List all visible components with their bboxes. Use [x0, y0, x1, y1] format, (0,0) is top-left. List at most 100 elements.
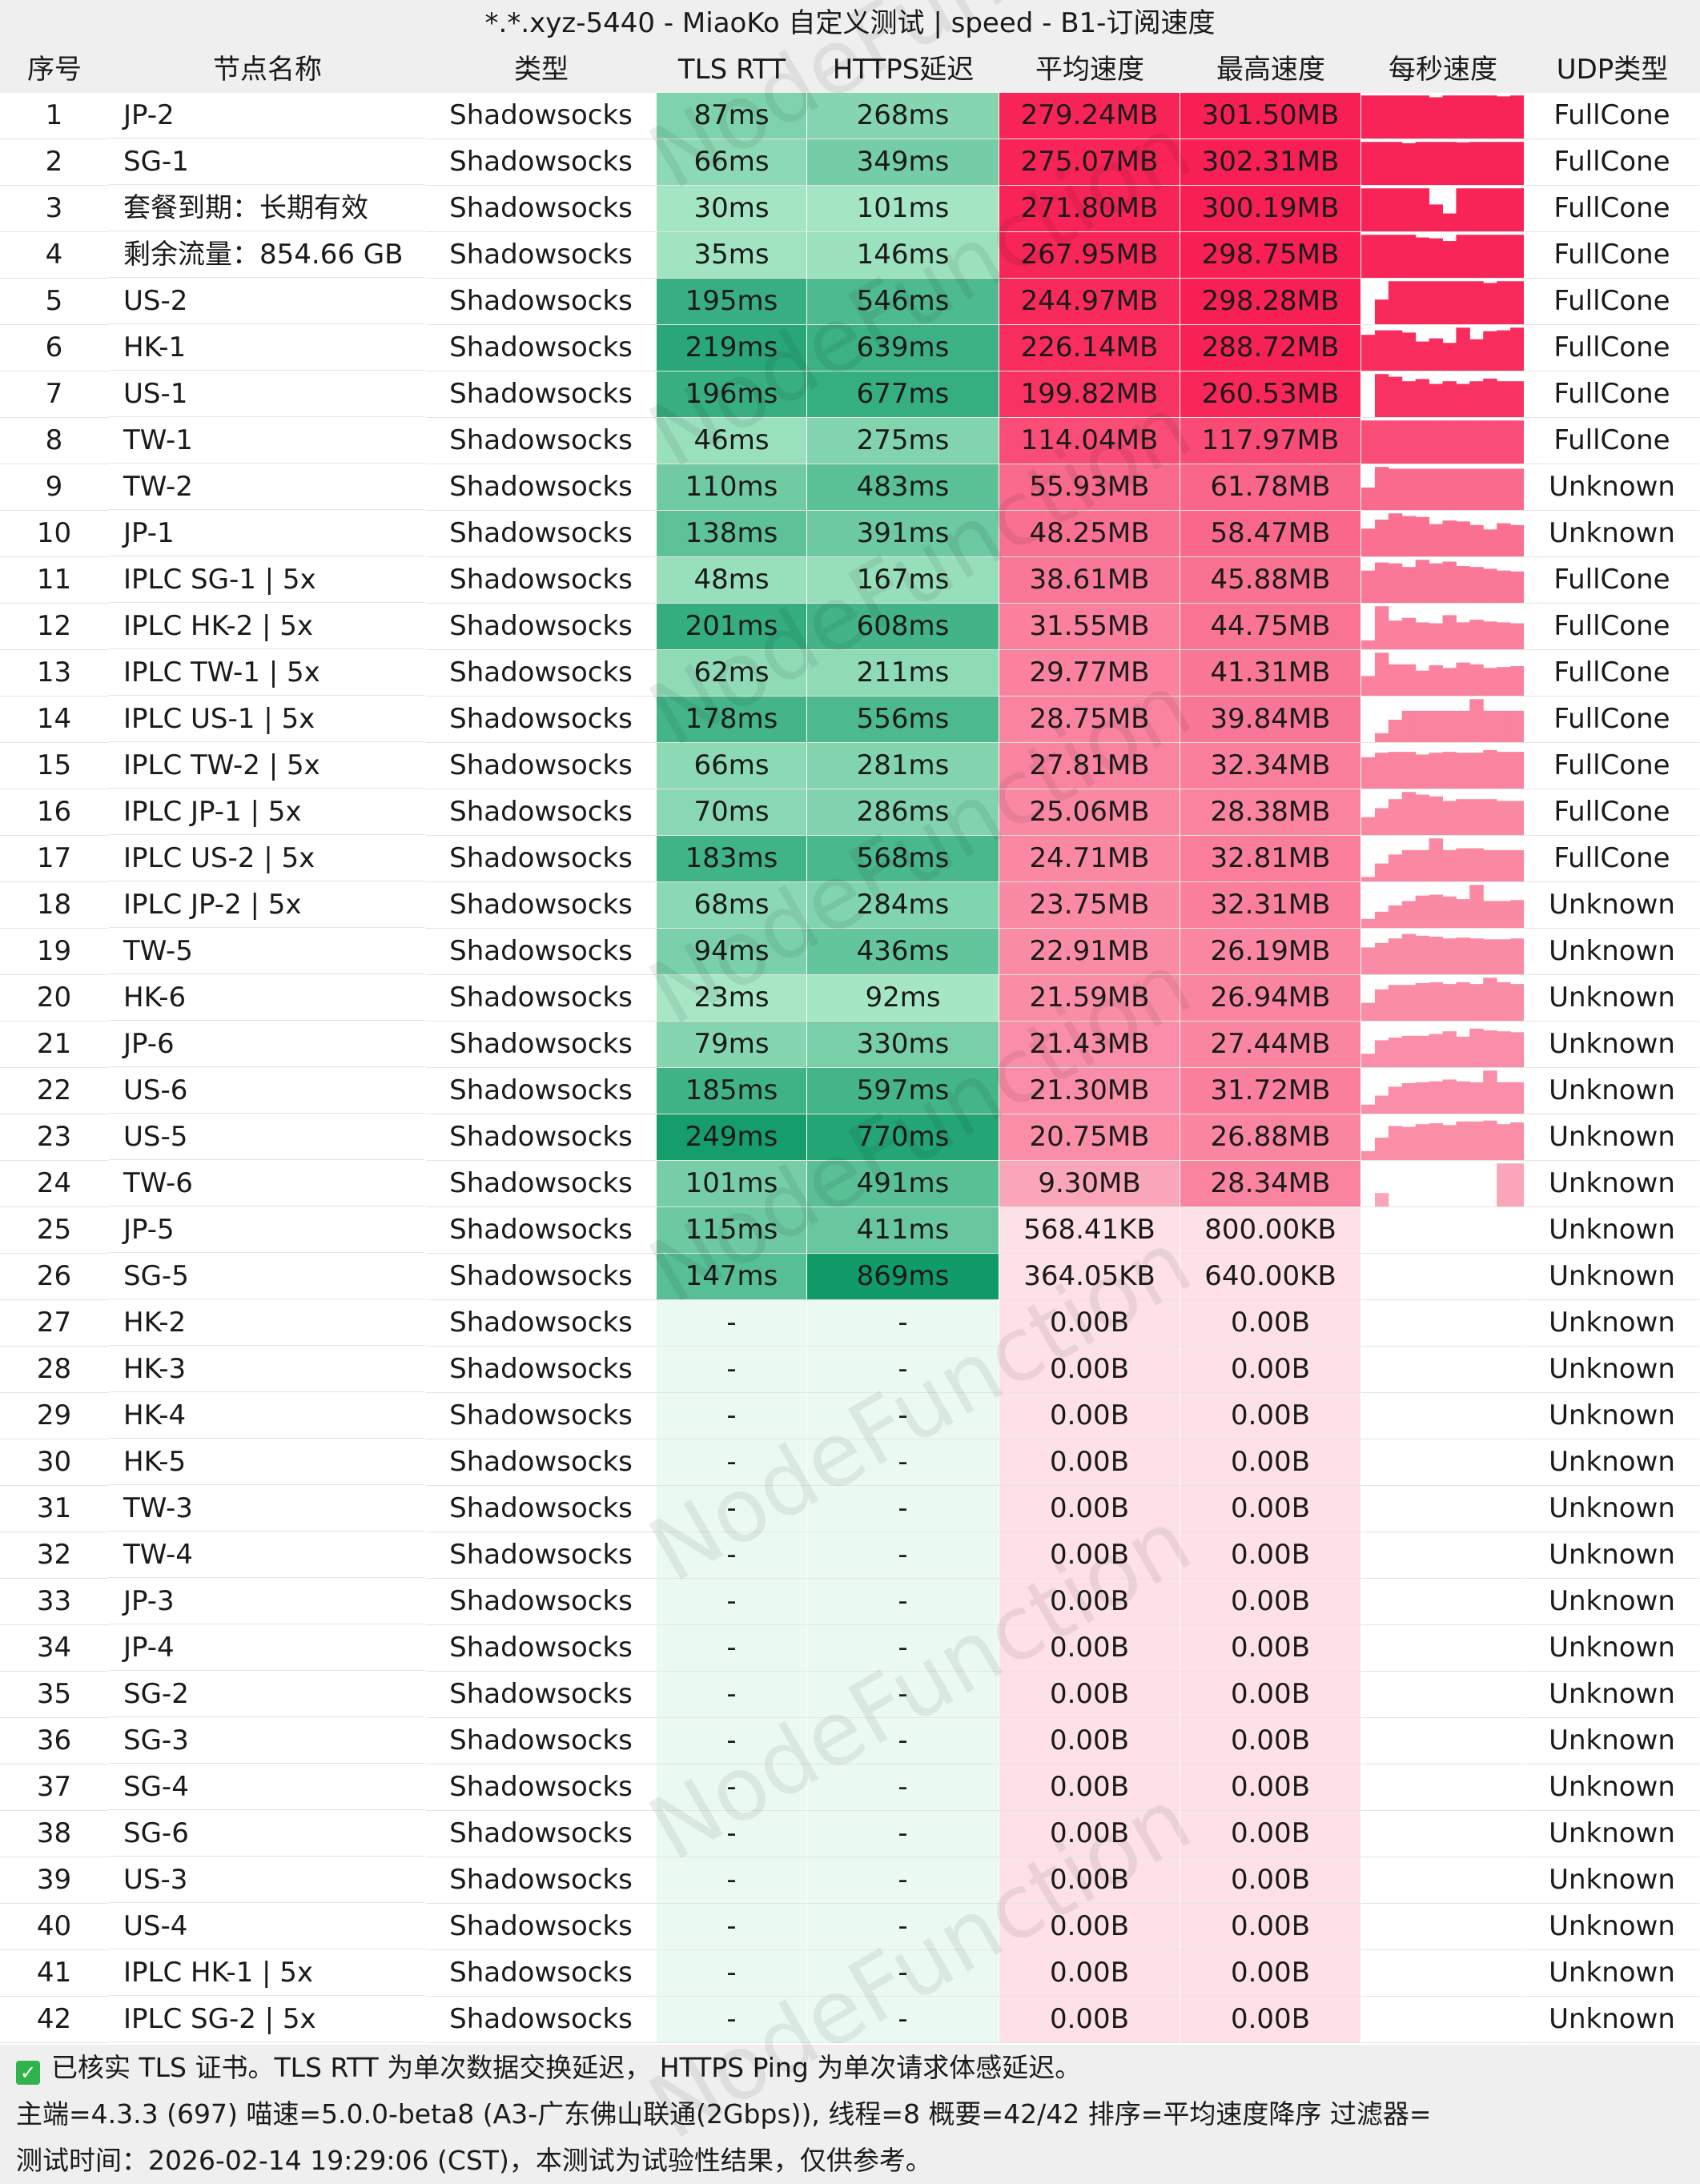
cell-num: 9 — [0, 464, 109, 511]
sparkline-bar — [1374, 95, 1389, 139]
sparkline-bar — [1483, 710, 1497, 742]
cell-avg-speed: 22.91MB — [999, 929, 1180, 975]
cell-type: Shadowsocks — [426, 1439, 657, 1486]
cell-https-delay: 92ms — [807, 975, 999, 1022]
cell-num: 21 — [0, 1022, 109, 1068]
sparkline-bar — [1497, 281, 1511, 324]
sparkline-bar — [1429, 204, 1443, 231]
cell-node-name: HK-2 — [109, 1300, 425, 1346]
sparkline-bar — [1497, 849, 1511, 881]
cell-per-second-sparkline — [1361, 93, 1525, 139]
cell-num: 6 — [0, 325, 109, 371]
cell-avg-speed: 27.81MB — [999, 743, 1180, 789]
col-header-avg-speed: 平均速度 — [1035, 54, 1144, 86]
cell-https-delay: - — [807, 1300, 999, 1347]
cell-https-delay: - — [807, 1857, 999, 1904]
sparkline-bar — [1374, 863, 1389, 881]
cell-https-delay: 677ms — [807, 371, 999, 418]
sparkline-chart — [1361, 792, 1524, 835]
cell-max-speed: 0.00B — [1180, 1347, 1361, 1393]
cell-type: Shadowsocks — [426, 325, 657, 371]
cell-node-name: IPLC US-1 | 5x — [109, 697, 425, 742]
sparkline-chart — [1361, 420, 1524, 464]
cell-avg-speed: 568.41KB — [999, 1207, 1180, 1254]
col-header-name: 节点名称 — [213, 54, 322, 86]
cell-https-delay: 101ms — [807, 186, 999, 232]
cell-per-second-sparkline — [1361, 1439, 1525, 1486]
cell-max-speed: 32.81MB — [1180, 836, 1361, 882]
cell-per-second-sparkline — [1361, 1022, 1525, 1068]
cell-avg-speed: 28.75MB — [999, 697, 1180, 743]
sparkline-chart — [1361, 838, 1524, 881]
sparkline-bar — [1469, 142, 1484, 185]
cell-node-name: SG-5 — [109, 1254, 425, 1299]
cell-avg-speed: 0.00B — [999, 1579, 1180, 1625]
table-row: 29 HK-4 Shadowsocks - -0.00B 0.00B Unknown — [0, 1393, 1700, 1439]
sparkline-bar — [1497, 939, 1511, 974]
cell-udp-type: Unknown — [1525, 1904, 1700, 1950]
sparkline-bar — [1469, 339, 1484, 371]
cell-https-delay: - — [807, 1950, 999, 1997]
footer-line-tls: ✓ 已核实 TLS 证书。TLS RTT 为单次数据交换延迟， HTTPS Pin… — [16, 2045, 1081, 2091]
cell-node-name: JP-6 — [109, 1022, 425, 1067]
sparkline-bar — [1415, 794, 1430, 835]
table-row: 31 TW-3 Shadowsocks - -0.00B 0.00B Unknown — [0, 1486, 1700, 1532]
cell-num: 8 — [0, 418, 109, 464]
sparkline-bar — [1510, 420, 1524, 464]
cell-per-second-sparkline — [1361, 1997, 1525, 2043]
sparkline-bar — [1442, 668, 1457, 696]
sparkline-bar — [1388, 513, 1403, 556]
cell-per-second-sparkline — [1361, 1207, 1525, 1254]
cell-avg-speed: 271.80MB — [999, 186, 1180, 232]
sparkline-bar — [1401, 985, 1417, 1021]
cell-tls-rtt: - — [657, 1997, 807, 2043]
cell-max-speed: 800.00KB — [1180, 1207, 1361, 1254]
sparkline-bar — [1456, 95, 1470, 139]
sparkline-bar — [1429, 894, 1443, 928]
cell-max-speed: 0.00B — [1180, 1811, 1361, 1857]
cell-node-name: IPLC US-2 | 5x — [109, 836, 425, 881]
cell-num: 1 — [0, 93, 109, 139]
cell-avg-speed: 38.61MB — [999, 557, 1180, 604]
cell-avg-speed: 0.00B — [999, 1811, 1180, 1857]
cell-per-second-sparkline — [1361, 464, 1525, 511]
sparkline-bar — [1442, 142, 1457, 185]
cell-https-delay: 146ms — [807, 232, 999, 279]
sparkline-bar — [1497, 96, 1511, 139]
cell-num: 35 — [0, 1672, 109, 1718]
cell-node-name: HK-3 — [109, 1347, 425, 1392]
cell-type: Shadowsocks — [426, 279, 657, 325]
cell-per-second-sparkline — [1361, 1764, 1525, 1811]
sparkline-bar — [1388, 420, 1403, 464]
sparkline-bar — [1456, 420, 1470, 464]
cell-type: Shadowsocks — [426, 464, 657, 511]
cell-node-name: JP-1 — [109, 511, 425, 556]
cell-https-delay: 546ms — [807, 279, 999, 325]
sparkline-bar — [1483, 468, 1497, 510]
cell-per-second-sparkline — [1361, 418, 1525, 464]
cell-max-speed: 288.72MB — [1180, 325, 1361, 371]
sparkline-bar — [1469, 1028, 1484, 1067]
cell-udp-type: FullCone — [1525, 557, 1700, 604]
sparkline-bar — [1361, 528, 1376, 556]
sparkline-bar — [1429, 142, 1443, 185]
cell-https-delay: 483ms — [807, 464, 999, 511]
cell-https-delay: - — [807, 1672, 999, 1718]
sparkline-bar — [1401, 849, 1417, 881]
cell-node-name: JP-4 — [109, 1625, 425, 1671]
cell-num: 25 — [0, 1207, 109, 1254]
sparkline-bar — [1415, 935, 1430, 974]
sparkline-bar — [1415, 379, 1430, 417]
sparkline-bar — [1429, 982, 1443, 1021]
table-row: 6 HK-1 Shadowsocks 219ms 639ms 226.14MB 288.72… — [0, 325, 1700, 371]
sparkline-chart — [1361, 513, 1524, 556]
cell-avg-speed: 114.04MB — [999, 418, 1180, 464]
table-row: 42 IPLC SG-2 | 5x Shadowsocks - -0.00B 0.00B U… — [0, 1997, 1700, 2043]
table-row: 32 TW-4 Shadowsocks - -0.00B 0.00B Unknown — [0, 1532, 1700, 1579]
cell-per-second-sparkline — [1361, 650, 1525, 697]
table-row: 21 JP-6 Shadowsocks 79ms 330ms 21.43MB 27.44MB… — [0, 1022, 1700, 1068]
cell-tls-rtt: 23ms — [657, 975, 807, 1022]
cell-type: Shadowsocks — [426, 1718, 657, 1764]
sparkline-bar — [1388, 854, 1403, 881]
